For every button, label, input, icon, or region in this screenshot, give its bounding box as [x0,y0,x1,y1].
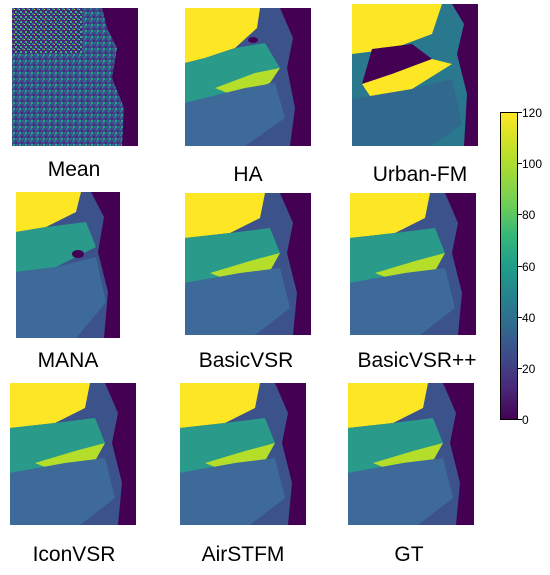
map-iconvsr [10,383,136,525]
caption-basicvsrpp: BasicVSR++ [357,349,477,372]
colorbar-tickmark [518,112,522,113]
colorbar-tick-label: 80 [522,208,536,222]
panel-airstfm [180,383,306,525]
map-mana [16,192,120,338]
colorbar-tick-label: 60 [522,260,536,274]
panel-basicvsr [185,193,311,335]
caption-urbanfm: Urban-FM [372,163,468,186]
colorbar-tickmark [518,214,522,215]
colorbar-tick-label: 120 [522,106,543,120]
map-basicvsr [185,193,311,335]
colorbar-tickmark [518,317,522,318]
caption-gt: GT [394,543,424,566]
caption-ha: HA [233,163,263,186]
panel-gt [348,383,474,525]
colorbar-gradient [500,112,518,420]
map-basicvsrpp [350,193,476,335]
caption-iconvsr: IconVSR [32,543,116,566]
map-urbanfm [352,4,478,146]
map-airstfm [180,383,306,525]
map-mean [12,8,138,146]
map-gt [348,383,474,525]
colorbar-tickmark [518,163,522,164]
colorbar-tick-label: 40 [522,311,536,325]
panel-mean [12,8,138,146]
caption-airstfm: AirSTFM [201,543,285,566]
panel-iconvsr [10,383,136,525]
colorbar-tickmark [518,266,522,267]
caption-basicvsr: BasicVSR [198,349,294,372]
panel-urbanfm [352,4,478,146]
map-ha [185,8,311,146]
caption-mana: MANA [37,349,99,372]
colorbar-tick-label: 100 [522,157,543,171]
colorbar-tickmark [518,419,522,420]
colorbar-tickmark [518,368,522,369]
colorbar-tick-label: 0 [522,413,529,427]
caption-mean: Mean [47,158,101,181]
colorbar-tick-label: 20 [522,362,536,376]
panel-mana [16,192,120,338]
panel-ha [185,8,311,146]
panel-basicvsrpp [350,193,476,335]
colorbar [500,112,518,420]
